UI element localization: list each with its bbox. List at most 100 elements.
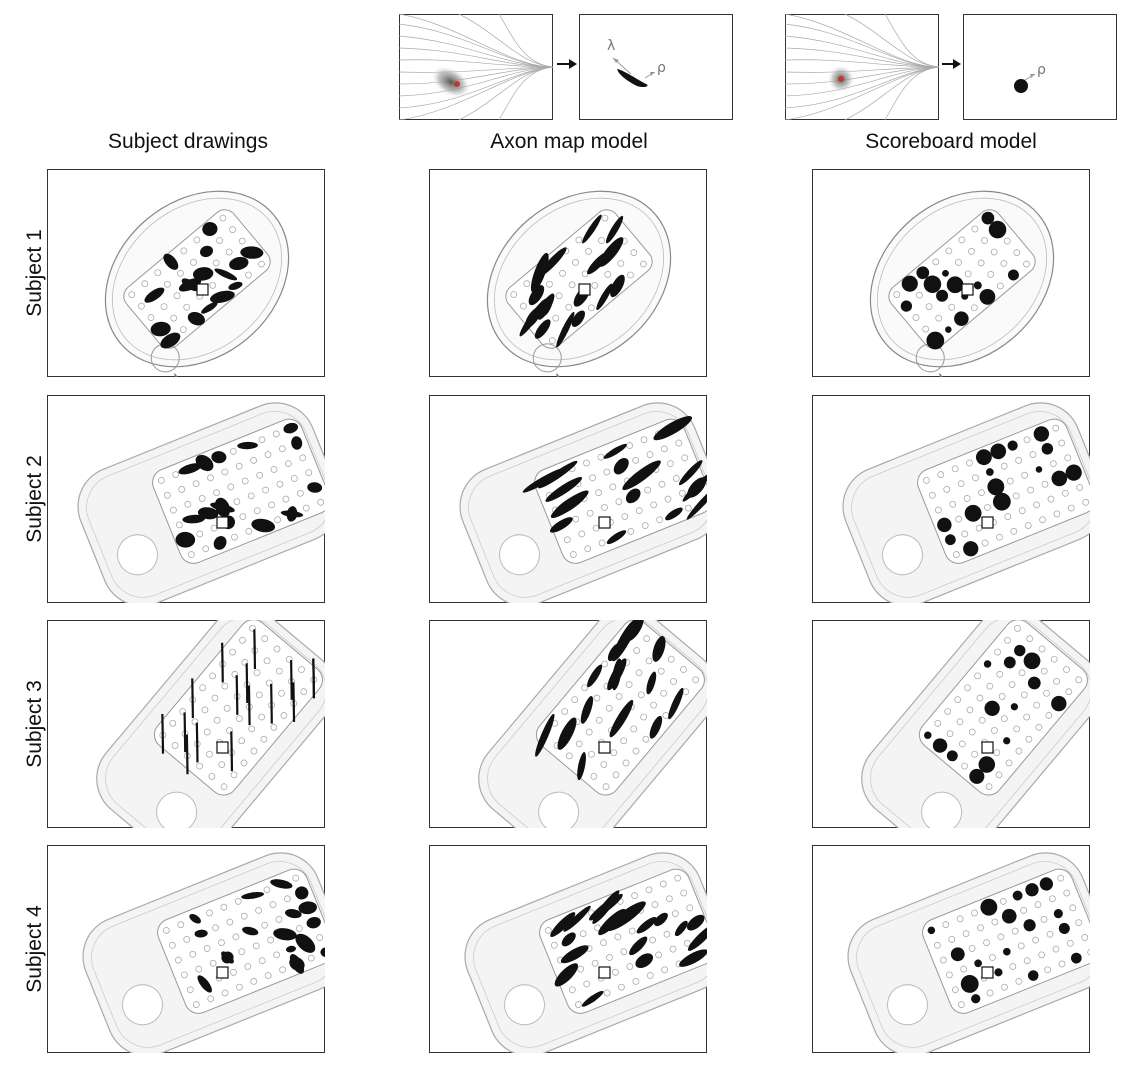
electrode [985,783,993,791]
electrode [614,933,622,941]
implant-group [77,402,325,603]
electrode [1058,439,1066,447]
electrode [630,725,638,733]
electrode [981,237,988,244]
electrode [1050,655,1058,663]
electrode [250,977,258,985]
electrode [1004,636,1011,644]
electrode [957,480,965,488]
electrode [598,539,606,547]
electrode [958,740,966,748]
panel-subject-4-scoreboard [812,845,1090,1053]
phosphene-dot [1027,676,1041,690]
electrode [247,492,255,500]
electrode [1015,747,1023,755]
electrode [600,939,607,947]
electrode [575,236,583,244]
phosphene-blob [201,301,218,314]
electrode [250,456,258,464]
electrode [1023,260,1030,268]
electrode [646,972,654,979]
electrode [660,445,668,453]
electrode [615,498,623,506]
electrode [637,691,645,699]
electrode [550,941,558,949]
electrode [1052,424,1060,432]
electrode [519,302,527,310]
cable-ring [499,534,541,576]
electrode [1023,957,1031,965]
electrode [971,750,978,758]
electrode [270,466,278,473]
electrode [575,740,583,748]
electrode [174,956,182,964]
electrode [976,694,984,702]
implant-rim [870,620,1090,828]
phosphene-dot [1025,883,1039,897]
electrode [229,648,236,656]
rho-symbol-scoreboard: ρ [1037,62,1046,78]
phosphene-streak [687,924,707,951]
electrode [1040,667,1048,675]
electrode [258,713,266,721]
implant-group [459,402,707,603]
phosphene-blob [241,892,265,900]
electrode [1020,906,1028,914]
electrode [565,752,573,760]
electrode [1045,712,1053,719]
electrode [1069,904,1077,912]
phosphene-dot [1003,656,1016,669]
cable-ring [156,791,198,828]
phosphene-dot [1065,464,1082,481]
electrode [1064,454,1072,462]
electrode [658,480,666,488]
phosphene-blob [298,901,317,915]
electrode [569,551,577,558]
electrode [1015,456,1023,464]
phosphene-dot [1003,737,1011,745]
electrode [199,684,207,692]
electrode [262,486,269,494]
electrode [972,474,979,482]
phosphene-dot [1070,952,1082,964]
implant-group [842,402,1090,603]
phosphene-streak [588,893,623,921]
phosphene-streak [606,901,646,932]
inset-arrow-axon [553,14,579,120]
electrode [627,527,635,535]
electrode [1012,492,1020,500]
electrode [932,258,940,266]
electrode [172,471,180,478]
electrode [1011,927,1019,935]
electrode [1009,963,1017,970]
phosphene-blob [306,916,321,929]
electrode [600,761,608,768]
electrode [968,728,976,736]
phosphene-streak [686,485,707,520]
implant-group [104,190,290,377]
electrode [1048,895,1056,903]
electrode [202,545,210,553]
electrode [640,260,647,268]
phosphene-blob [194,929,208,938]
electrode [1047,495,1055,503]
phosphene-streak [674,920,688,937]
electrode [645,657,653,665]
electrode [650,701,657,709]
electrode [631,892,639,899]
electrode [236,983,243,991]
electrode [220,783,228,791]
electrode [660,689,667,697]
phosphene-blob [150,321,171,337]
phosphene-dot [980,898,998,916]
electrode [1021,471,1029,479]
phosphene-stroke [183,712,187,753]
phosphene-blob [211,451,227,464]
electrode [1014,624,1021,632]
electrode [223,704,231,712]
implant-rim [876,197,1048,361]
electrode [650,501,657,509]
electrode [211,694,219,702]
electrode [971,225,979,233]
electrode [588,750,595,758]
